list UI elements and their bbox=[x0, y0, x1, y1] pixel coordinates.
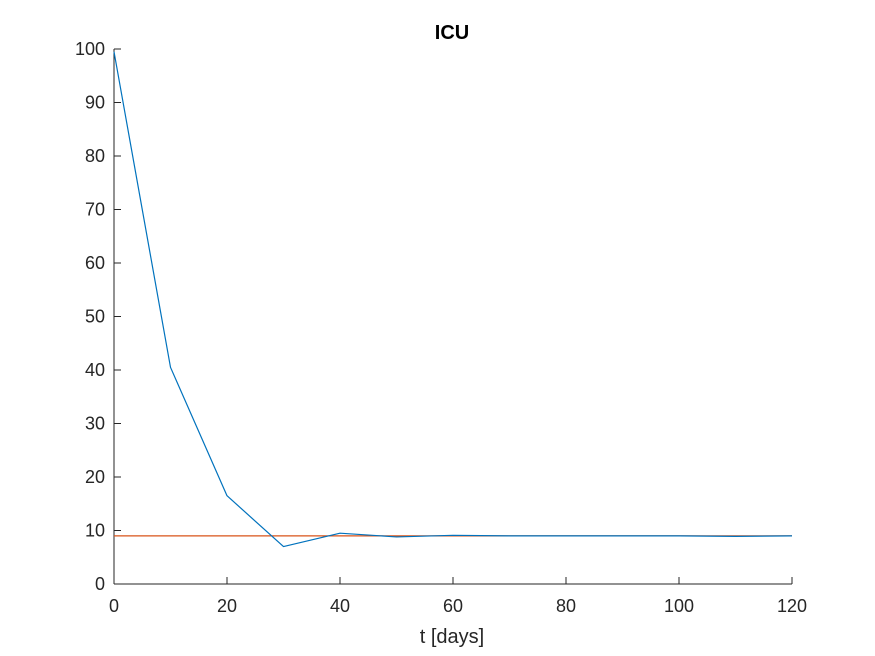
chart-title: ICU bbox=[435, 22, 469, 44]
x-tick-label: 120 bbox=[777, 596, 807, 616]
y-tick-label: 20 bbox=[85, 467, 105, 487]
y-tick-label: 0 bbox=[95, 574, 105, 594]
x-tick-label: 80 bbox=[556, 596, 576, 616]
x-tick-label: 100 bbox=[664, 596, 694, 616]
x-tick-label: 20 bbox=[217, 596, 237, 616]
y-tick-label: 80 bbox=[85, 146, 105, 166]
y-tick-label: 90 bbox=[85, 93, 105, 113]
y-tick-label: 30 bbox=[85, 414, 105, 434]
y-tick-label: 40 bbox=[85, 360, 105, 380]
y-tick-label: 100 bbox=[75, 39, 105, 59]
y-tick-label: 70 bbox=[85, 200, 105, 220]
x-axis-label: t [days] bbox=[420, 626, 484, 648]
x-tick-label: 60 bbox=[443, 596, 463, 616]
y-tick-label: 50 bbox=[85, 307, 105, 327]
plot-area: 0 20 40 60 80 100 120 0 10 20 30 40 50 60 70 80 90 100 bbox=[75, 39, 807, 616]
series-line-icu bbox=[113, 51, 793, 548]
y-tick-label: 60 bbox=[85, 253, 105, 273]
x-tick-label: 40 bbox=[330, 596, 350, 616]
y-tick-label: 10 bbox=[85, 521, 105, 541]
x-tick-label: 0 bbox=[109, 596, 119, 616]
